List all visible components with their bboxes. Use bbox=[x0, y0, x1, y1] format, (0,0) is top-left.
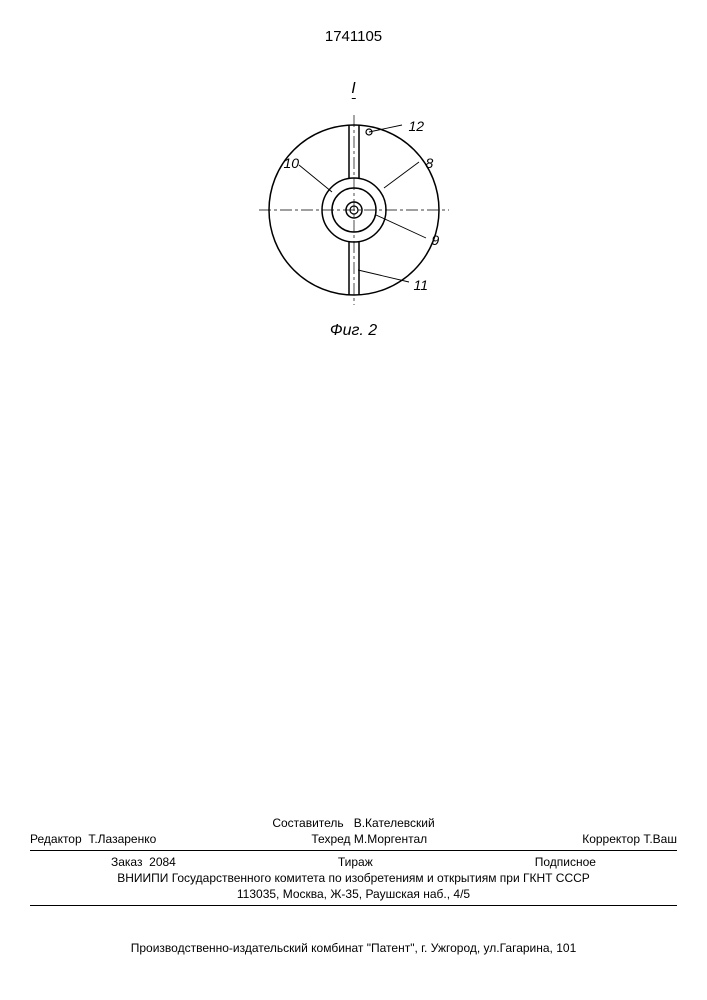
label-11: 11 bbox=[414, 277, 429, 293]
order-label: Заказ bbox=[111, 855, 142, 869]
subscription: Подписное bbox=[535, 855, 596, 869]
footer-block: Составитель В.Кателевский Редактор Т.Лаз… bbox=[30, 816, 677, 910]
divider-2 bbox=[30, 905, 677, 906]
org-name: ВНИИПИ Государственного комитета по изоб… bbox=[30, 871, 677, 885]
corrector-label: Корректор bbox=[582, 832, 640, 846]
editor-label: Редактор bbox=[30, 832, 82, 846]
techred-label: Техред bbox=[311, 832, 350, 846]
label-8: 8 bbox=[426, 155, 434, 171]
figure-caption: Фиг. 2 bbox=[330, 322, 377, 340]
publisher-line: Производственно-издательский комбинат "П… bbox=[30, 941, 677, 955]
order-row: Заказ 2084 Тираж Подписное bbox=[30, 855, 677, 869]
compiler-row: Составитель В.Кателевский bbox=[30, 816, 677, 830]
circulation-label: Тираж bbox=[338, 855, 373, 869]
editor-name: Т.Лазаренко bbox=[88, 832, 156, 846]
order-number: 2084 bbox=[149, 855, 176, 869]
divider-1 bbox=[30, 850, 677, 851]
techred-name: М.Моргентал bbox=[354, 832, 427, 846]
figure-top-label: I bbox=[351, 80, 355, 99]
credits-row: Редактор Т.Лазаренко Техред М.Моргентал … bbox=[30, 832, 677, 846]
compiler-label: Составитель bbox=[272, 816, 343, 830]
patent-number: 1741105 bbox=[325, 28, 382, 45]
corrector-name: Т.Ваш bbox=[643, 832, 677, 846]
label-9: 9 bbox=[432, 232, 440, 248]
org-address: 113035, Москва, Ж-35, Раушская наб., 4/5 bbox=[30, 887, 677, 901]
label-10: 10 bbox=[284, 155, 300, 171]
figure-container: I 12 8 9 10 11 Фиг. 2 bbox=[204, 80, 504, 330]
compiler-name: В.Кателевский bbox=[354, 816, 435, 830]
label-12: 12 bbox=[409, 118, 425, 134]
